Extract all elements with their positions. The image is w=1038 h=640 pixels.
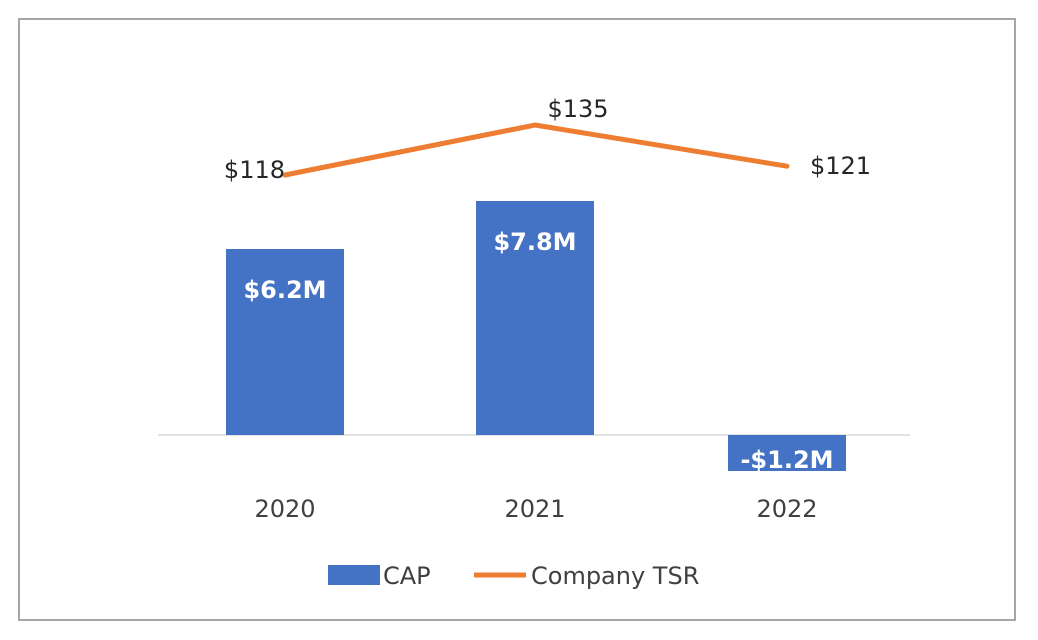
labels-layer: $6.2M $7.8M -$1.2M $118 $135 $121 bbox=[224, 95, 871, 474]
bar-cap-2021 bbox=[476, 201, 594, 435]
bar-cap-2022 bbox=[728, 435, 846, 471]
bar-label-2022: -$1.2M bbox=[740, 446, 833, 474]
x-tick-labels: 2020 2021 2022 bbox=[254, 495, 817, 523]
bar-label-2021: $7.8M bbox=[493, 228, 576, 256]
line-label-2021: $135 bbox=[547, 95, 608, 123]
x-tick-2021: 2021 bbox=[504, 495, 565, 523]
x-tick-2022: 2022 bbox=[756, 495, 817, 523]
line-label-2022: $121 bbox=[810, 152, 871, 180]
bar-label-2020: $6.2M bbox=[243, 276, 326, 304]
legend-tsr-label: Company TSR bbox=[531, 562, 699, 590]
legend-cap-label: CAP bbox=[383, 562, 431, 590]
bars-layer bbox=[226, 201, 846, 471]
legend-cap-swatch bbox=[328, 565, 380, 585]
line-layer bbox=[282, 122, 790, 178]
x-tick-2020: 2020 bbox=[254, 495, 315, 523]
line-label-2020: $118 bbox=[224, 156, 285, 184]
legend: CAP Company TSR bbox=[328, 562, 699, 590]
bar-cap-2020 bbox=[226, 249, 344, 435]
